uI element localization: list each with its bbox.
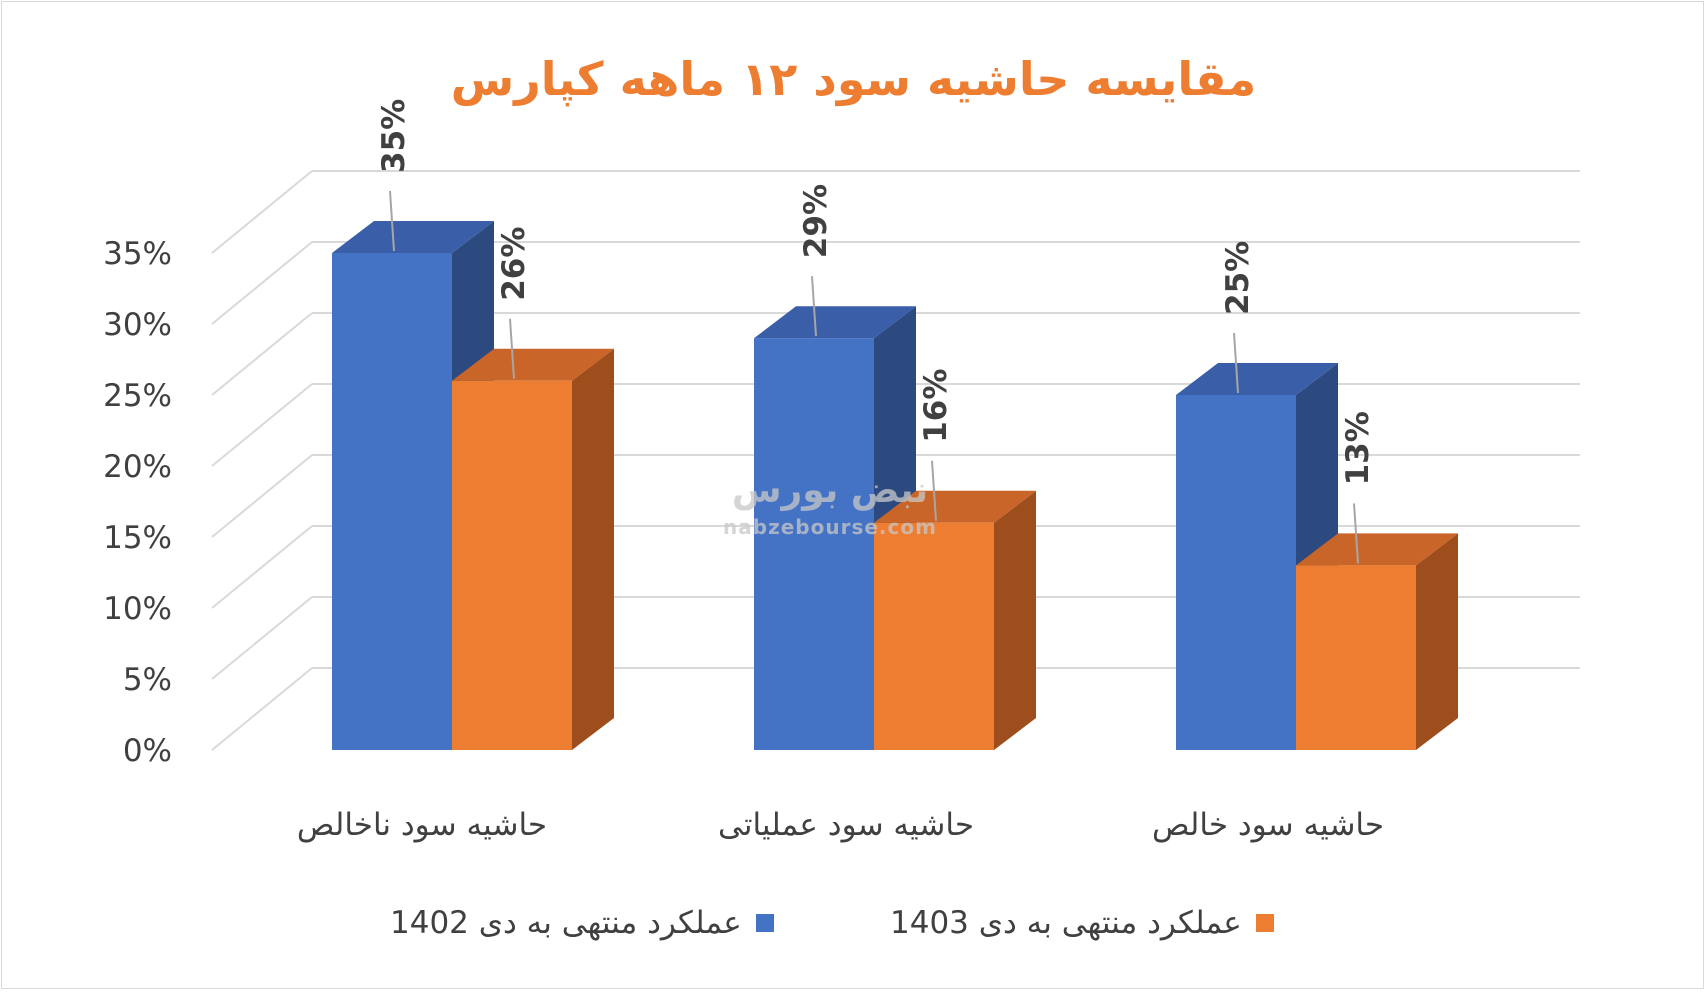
data-label: 29% bbox=[798, 184, 834, 258]
bar-1403 bbox=[1296, 565, 1416, 750]
bar-1403-top bbox=[1296, 533, 1458, 566]
bar-1403-side bbox=[1416, 533, 1458, 750]
bar-1402 bbox=[332, 253, 452, 750]
data-label: 35% bbox=[376, 99, 412, 173]
gridline-diagonal bbox=[211, 312, 313, 396]
data-label-leader bbox=[811, 276, 817, 337]
legend-swatch-1402 bbox=[755, 914, 774, 932]
bar-1402 bbox=[1176, 395, 1296, 750]
y-tick-label: 20% bbox=[103, 449, 172, 485]
watermark-url: nabzebourse.com bbox=[723, 515, 937, 539]
data-label-leader bbox=[1233, 332, 1239, 394]
y-tick-label: 25% bbox=[103, 378, 172, 414]
legend: عملکرد منتهی به دی 1402 عملکرد منتهی به … bbox=[0, 898, 1707, 948]
legend-item-1402: عملکرد منتهی به دی 1402 bbox=[390, 898, 774, 948]
bar-1402 bbox=[754, 338, 874, 750]
y-tick-label: 35% bbox=[103, 236, 172, 272]
x-category-label: حاشیه سود ناخالص bbox=[297, 807, 547, 843]
data-label-leader bbox=[389, 190, 395, 252]
legend-swatch-1403 bbox=[1255, 914, 1274, 932]
gridline-diagonal bbox=[211, 454, 313, 538]
bar-1403-top bbox=[452, 348, 614, 381]
y-tick-label: 5% bbox=[123, 662, 172, 698]
legend-label-1403: عملکرد منتهی به دی 1403 bbox=[890, 905, 1242, 941]
y-tick-label: 10% bbox=[103, 591, 172, 627]
gridline-diagonal bbox=[211, 525, 313, 609]
legend-item-1403: عملکرد منتهی به دی 1403 bbox=[890, 898, 1274, 948]
watermark-logo-text: نبض بورس bbox=[731, 470, 929, 511]
bar-1402-top bbox=[1176, 363, 1338, 395]
bar-1402-top bbox=[332, 221, 494, 253]
bar-1403 bbox=[452, 380, 572, 750]
legend-label-1402: عملکرد منتهی به دی 1402 bbox=[390, 905, 742, 941]
gridline-diagonal bbox=[211, 241, 313, 325]
data-label-leader bbox=[1353, 503, 1359, 564]
data-label: 26% bbox=[496, 227, 532, 301]
gridline-diagonal bbox=[211, 667, 313, 751]
bar-1403 bbox=[874, 522, 994, 750]
chart-title: مقایسه حاشیه سود ۱۲ ماهه کپارس bbox=[450, 52, 1257, 106]
bar-1403-top bbox=[874, 490, 1036, 523]
y-tick-label: 0% bbox=[123, 733, 172, 769]
gridline-diagonal bbox=[211, 596, 313, 680]
x-category-label: حاشیه سود عملیاتی bbox=[718, 807, 974, 843]
x-category-label: حاشیه سود خالص bbox=[1152, 807, 1384, 843]
gridline-diagonal bbox=[211, 170, 313, 254]
data-label: 13% bbox=[1340, 411, 1376, 485]
data-label: 25% bbox=[1220, 241, 1256, 315]
gridline-diagonal bbox=[211, 383, 313, 467]
y-tick-label: 30% bbox=[103, 307, 172, 343]
bar-1402-top bbox=[754, 306, 916, 339]
bar-1403-side bbox=[572, 348, 614, 750]
watermark: نبض بورس nabzebourse.com bbox=[690, 470, 970, 539]
y-tick-label: 15% bbox=[103, 520, 172, 556]
data-label-leader bbox=[931, 460, 937, 521]
bar-1403-side bbox=[994, 490, 1036, 750]
data-label-leader bbox=[509, 318, 515, 379]
data-label: 16% bbox=[918, 369, 954, 443]
